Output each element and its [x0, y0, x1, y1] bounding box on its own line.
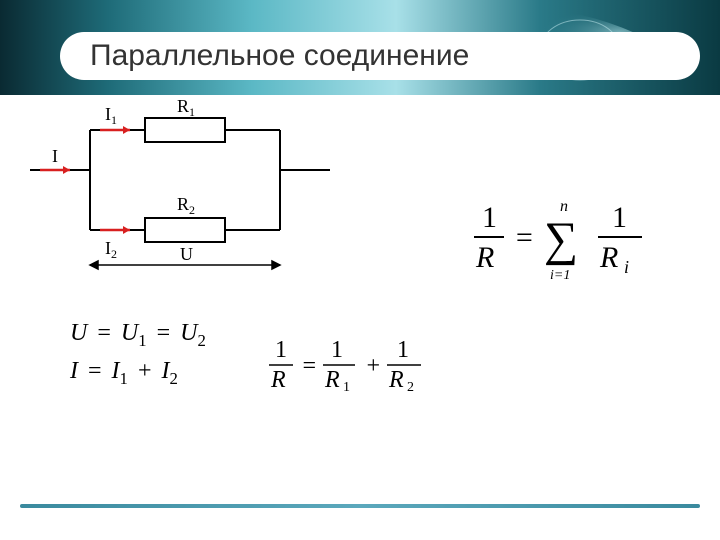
label-i1: I1	[105, 104, 117, 127]
svg-text:=: =	[301, 353, 317, 379]
svg-text:1: 1	[275, 337, 287, 363]
svg-text:=: =	[514, 221, 534, 254]
page-title: Параллельное соединение	[90, 39, 469, 73]
label-i2: I2	[105, 238, 117, 261]
footer-accent-line	[20, 504, 700, 508]
formula-resistance-n: 1 R = ∑ n i=1 1 R i	[470, 195, 680, 290]
svg-text:R: R	[324, 367, 340, 393]
svg-text:1: 1	[397, 337, 409, 363]
svg-text:i=1: i=1	[550, 268, 570, 283]
svg-text:R: R	[475, 241, 494, 274]
svg-text:2: 2	[407, 380, 414, 395]
svg-text:1: 1	[343, 380, 350, 395]
svg-text:R: R	[388, 367, 404, 393]
label-r1: R1	[177, 100, 195, 119]
svg-text:1: 1	[482, 201, 497, 234]
title-bar: Параллельное соединение	[60, 32, 700, 80]
label-r2: R2	[177, 194, 195, 217]
svg-text:i: i	[624, 257, 629, 277]
svg-text:1: 1	[331, 337, 343, 363]
formula-current: I = I1 + I2	[70, 358, 178, 389]
formula-current-lhs: I	[70, 358, 78, 384]
formula-voltage: U = U1 = U2	[70, 320, 206, 351]
formula-resistance-two: 1 R = 1 R 1 + 1 R 2	[265, 335, 445, 400]
circuit-diagram: I I1 I2 R1 R2 U	[30, 100, 330, 280]
label-u: U	[180, 244, 193, 264]
svg-text:n: n	[560, 198, 568, 215]
formula-voltage-lhs: U	[70, 320, 87, 346]
svg-text:R: R	[599, 241, 618, 274]
label-i: I	[52, 146, 58, 166]
svg-text:+: +	[365, 353, 381, 379]
svg-text:R: R	[270, 367, 286, 393]
svg-text:∑: ∑	[544, 213, 578, 266]
svg-text:1: 1	[612, 201, 627, 234]
